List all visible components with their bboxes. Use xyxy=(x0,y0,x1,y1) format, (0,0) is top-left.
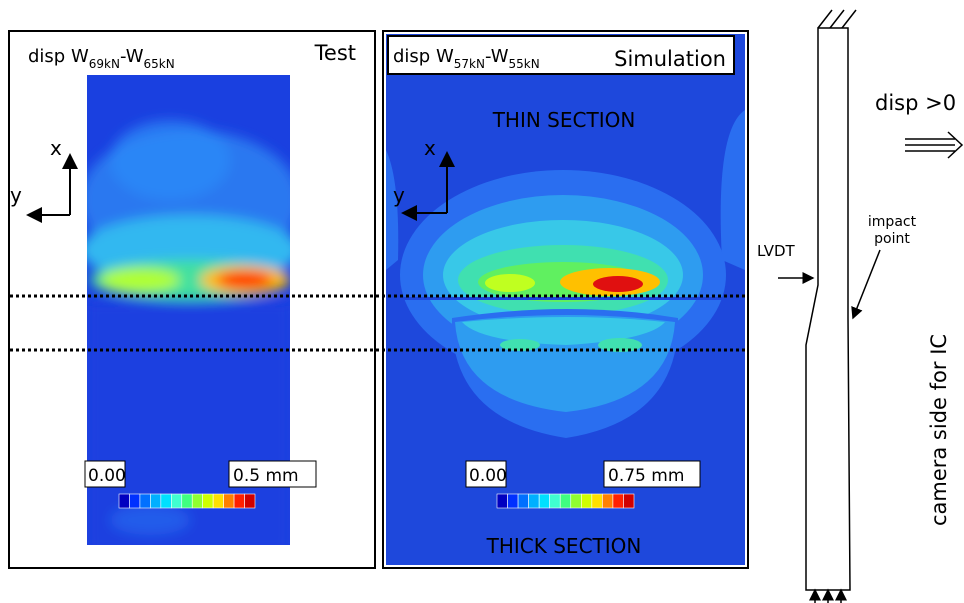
scale-box xyxy=(603,460,701,488)
colorbar-step xyxy=(559,493,572,509)
label-text: disp W xyxy=(393,46,454,67)
label-text: -W xyxy=(120,46,144,67)
label-sub: 55kN xyxy=(509,57,540,71)
scale-box xyxy=(228,460,317,488)
colorbar-step xyxy=(496,493,508,509)
simulation-panel: disp W57kN-W55kN Simulation THIN SECTION… xyxy=(382,30,749,569)
scale-min: 0.00 xyxy=(88,466,126,486)
colorbar-step xyxy=(581,493,593,509)
label-sub: 65kN xyxy=(144,57,175,71)
scale-box xyxy=(465,460,507,488)
colorbar-step xyxy=(191,493,203,509)
colorbar-step xyxy=(244,493,256,509)
scale-max: 0.5 mm xyxy=(233,466,299,486)
colorbar-step xyxy=(538,493,550,509)
label-sub: 69kN xyxy=(89,57,120,71)
colorbar-step xyxy=(171,493,183,509)
direction-label: disp >0 xyxy=(875,91,956,115)
colorbar-step xyxy=(160,493,172,509)
panel-label: disp W57kN-W55kN xyxy=(393,46,540,71)
impact-label: point xyxy=(874,231,910,247)
colorbar xyxy=(496,493,635,509)
panel-name: Simulation xyxy=(614,47,726,71)
scale-box xyxy=(84,460,126,488)
colorbar xyxy=(118,493,256,509)
colorbar-step xyxy=(223,493,235,509)
colorbar-step xyxy=(517,493,529,509)
colorbar-step xyxy=(623,493,635,509)
axis-y: y xyxy=(10,183,22,207)
colorbar-step xyxy=(139,493,151,509)
panel-label: disp W69kN-W65kN xyxy=(28,46,175,71)
label-text: disp W xyxy=(28,46,89,67)
colorbar-step xyxy=(150,493,162,509)
sim-contours xyxy=(386,110,745,438)
scale-min: 0.00 xyxy=(469,466,507,486)
colorbar-step xyxy=(507,493,519,509)
test-panel: disp W69kN-W65kN Test x y 0.00 0.5 mm xyxy=(8,30,376,569)
section-label: THIN SECTION xyxy=(492,108,636,132)
specimen xyxy=(778,9,964,603)
axis-y: y xyxy=(393,183,405,207)
colorbar-step xyxy=(118,493,130,509)
colorbar-step xyxy=(602,493,614,509)
colorbar-step xyxy=(612,493,624,509)
label-box xyxy=(387,35,735,75)
label-sub: 57kN xyxy=(454,57,485,71)
axis-x: x xyxy=(424,136,436,160)
colorbar-step xyxy=(181,493,193,509)
colorbar-step xyxy=(570,493,582,509)
panel-name: Test xyxy=(314,41,356,65)
colorbar-step xyxy=(549,493,561,509)
colorbar-step xyxy=(528,493,540,509)
axis-x: x xyxy=(50,136,62,160)
colorbar-step xyxy=(212,493,224,509)
label-text: -W xyxy=(485,46,509,67)
colorbar-step xyxy=(233,493,245,509)
camera-label: camera side for IC xyxy=(927,334,951,526)
colorbar-step xyxy=(591,493,603,509)
colorbar-step xyxy=(129,493,141,509)
colorbar-step xyxy=(202,493,214,509)
section-label: THICK SECTION xyxy=(486,534,642,558)
lvdt-label: LVDT xyxy=(757,242,796,260)
impact-label: impact xyxy=(868,214,917,230)
scale-max: 0.75 mm xyxy=(608,466,684,486)
